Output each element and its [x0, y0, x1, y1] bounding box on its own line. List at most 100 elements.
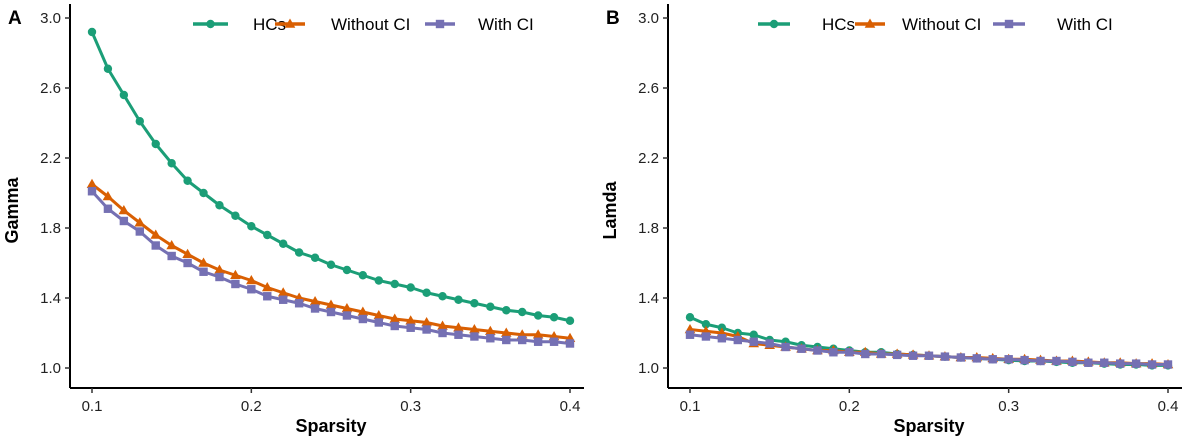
point-circle: [502, 306, 511, 315]
point-square: [1131, 359, 1141, 368]
point-square: [87, 187, 97, 196]
y-tick-label: 2.6: [638, 80, 659, 97]
point-square: [733, 335, 742, 345]
point-circle: [533, 311, 543, 320]
point-square: [1147, 360, 1157, 369]
panel-label: B: [606, 8, 620, 29]
point-square: [908, 351, 918, 360]
y-tick-label: 1.8: [40, 220, 61, 237]
point-square: [215, 272, 224, 282]
point-circle: [151, 139, 160, 149]
point-triangle: [309, 296, 321, 306]
point-circle: [406, 283, 415, 292]
point-triangle: [389, 313, 401, 323]
point-circle: [486, 302, 495, 311]
point-circle: [342, 265, 352, 275]
point-square: [749, 337, 758, 346]
point-square: [1100, 358, 1109, 367]
point-square: [956, 353, 966, 362]
legend-label: Without CI: [331, 15, 410, 34]
legend-item: Without CI: [855, 15, 981, 34]
y-tick-label: 1.0: [638, 360, 659, 377]
point-circle: [422, 288, 431, 297]
point-square: [151, 241, 160, 250]
point-square: [135, 227, 144, 236]
y-tick-label: 1.0: [40, 360, 61, 377]
point-triangle: [261, 282, 273, 292]
legend-item: Without CI: [275, 15, 410, 34]
point-triangle: [86, 178, 98, 189]
point-circle: [119, 90, 129, 100]
point-circle: [701, 320, 711, 329]
point-triangle: [166, 240, 177, 250]
point-circle: [135, 117, 144, 126]
point-square: [1004, 355, 1013, 364]
point-square: [358, 314, 368, 324]
y-tick-label: 1.4: [638, 290, 659, 307]
point-square: [470, 332, 479, 341]
point-square: [877, 349, 886, 359]
series-hcs: [87, 27, 575, 325]
point-square: [940, 352, 950, 361]
point-square: [988, 355, 997, 364]
point-triangle: [118, 205, 130, 215]
point-triangle: [284, 18, 296, 28]
point-circle: [206, 19, 215, 29]
point-square: [294, 299, 304, 308]
point-square: [765, 339, 774, 348]
legend-label: Without CI: [902, 15, 981, 34]
point-square: [390, 321, 399, 331]
point-triangle: [373, 310, 385, 320]
legend-label: With CI: [1057, 15, 1113, 34]
point-square: [231, 279, 240, 289]
point-circle: [167, 159, 176, 168]
point-circle: [685, 313, 695, 322]
y-tick-label: 3.0: [638, 10, 659, 27]
point-triangle: [182, 248, 193, 259]
legend-item: With CI: [425, 15, 534, 34]
point-square: [1068, 357, 1077, 367]
x-axis-title: Sparsity: [295, 416, 366, 436]
point-square: [1036, 356, 1045, 366]
point-circle: [749, 330, 758, 339]
point-square: [924, 351, 934, 360]
point-triangle: [532, 329, 544, 339]
series-line: [689, 333, 1168, 366]
point-square: [183, 258, 192, 268]
point-square: [813, 346, 822, 355]
point-circle: [470, 299, 479, 308]
point-square: [167, 251, 176, 261]
x-axis-title: Sparsity: [893, 416, 964, 436]
point-square: [279, 295, 288, 304]
point-triangle: [102, 191, 114, 201]
point-square: [247, 285, 256, 294]
point-circle: [769, 19, 779, 29]
x-tick-label: 0.4: [1158, 398, 1179, 415]
point-square: [422, 325, 431, 334]
point-triangle: [421, 317, 432, 327]
point-triangle: [469, 324, 480, 334]
x-tick-label: 0.1: [82, 398, 103, 415]
point-circle: [549, 313, 559, 322]
point-square: [701, 332, 711, 341]
point-circle: [565, 316, 575, 325]
point-circle: [103, 64, 113, 73]
point-square: [518, 335, 527, 345]
point-circle: [215, 201, 224, 210]
point-circle: [87, 27, 97, 37]
point-circle: [438, 292, 447, 301]
point-triangle: [453, 322, 464, 332]
point-square: [486, 334, 495, 343]
point-square: [119, 216, 129, 226]
point-triangle: [437, 320, 448, 330]
point-circle: [231, 211, 240, 220]
point-triangle: [500, 327, 512, 337]
point-circle: [310, 253, 320, 262]
legend-label: HCs: [822, 15, 855, 34]
point-square: [454, 330, 463, 339]
point-circle: [454, 295, 463, 304]
point-triangle: [134, 217, 146, 227]
point-square: [263, 292, 272, 301]
legend-item: HCs: [758, 15, 855, 34]
panel-a: A 1.0 1.4 1.8 2.2 2.6 3.0 0.1 0.2 0.3 0.4 Sparsity G…: [2, 4, 584, 436]
